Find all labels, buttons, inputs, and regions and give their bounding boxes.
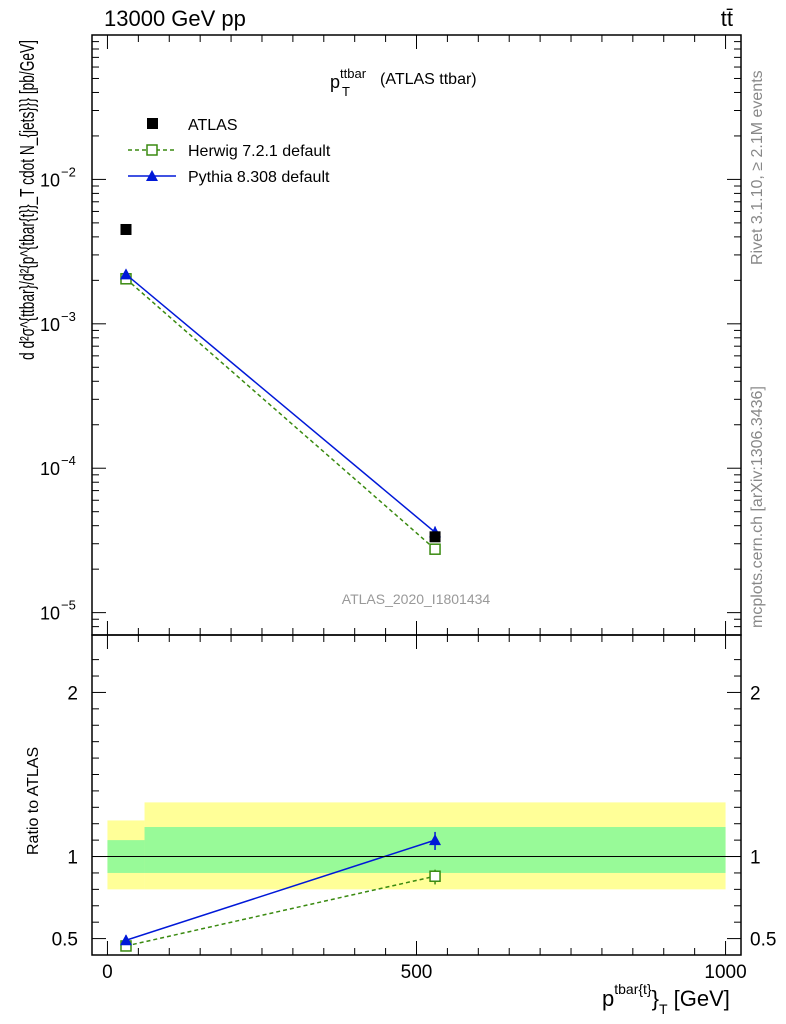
main-herwig-line (125, 278, 436, 550)
xlabel: ptbar{t}}T [GeV] (602, 981, 730, 1017)
main-ylabel-text: d d²σ^{ttbar}/d²{p^{tbar{t}}_T cdot N_{j… (17, 40, 39, 360)
ratio-ytick-label: 1 (67, 848, 78, 869)
ratio-pythia-point (429, 834, 442, 846)
main-data-layer (119, 223, 442, 555)
xlabel-base: p (602, 986, 614, 1011)
rivet-label: Rivet 3.1.10, ≥ 2.1M events (749, 70, 766, 265)
analysis-watermark: ATLAS_2020_I1801434 (342, 591, 491, 607)
ratio-herwig-line (125, 875, 436, 947)
xlabel-rest: [GeV] (668, 986, 730, 1011)
header-right: tt̄ (721, 6, 733, 31)
main-pythia-point (119, 268, 132, 280)
main-ytick-exponent: −5 (61, 598, 76, 613)
xlabel-sub: T (659, 1001, 668, 1017)
main-ytick-exponent: −3 (61, 309, 76, 324)
ratio-xtick-label: 1000 (704, 962, 746, 983)
main-ytick-exponent: −2 (61, 164, 76, 179)
ratio-pythia-point (119, 934, 132, 946)
main-ytick-exponent: −4 (61, 453, 76, 468)
ratio-xtick-label: 500 (401, 962, 433, 983)
main-title-sup: ttbar (340, 66, 367, 81)
main-pythia-line (125, 273, 436, 533)
legend-herwig-marker (146, 144, 158, 156)
main-title: pttbar (330, 66, 367, 92)
xlabel-sup: tbar{t} (614, 981, 652, 997)
mcplots-label: mcplots.cern.ch [arXiv:1306.3436] (749, 386, 766, 628)
ratio-panel-frame (91, 634, 742, 956)
main-ytick-label: 10 (40, 315, 60, 335)
main-title-rest: (ATLAS ttbar) (380, 71, 477, 88)
ratio-ylabel: Ratio to ATLAS (25, 747, 42, 855)
legend-atlas-marker (147, 118, 158, 129)
main-ytick-label: 10 (40, 170, 60, 190)
main-herwig-point (429, 543, 441, 555)
ratio-xtick-label: 0 (102, 962, 113, 983)
ratio-ytick-label-right: 1 (750, 848, 761, 869)
legend-pythia-marker (146, 170, 158, 181)
xlabel-tail: } (652, 986, 659, 1011)
ratio-ytick-label-right: 0.5 (750, 930, 776, 951)
ratio-ytick-label: 0.5 (52, 930, 78, 951)
main-atlas-point (429, 531, 441, 543)
ratio-ytick-label: 2 (67, 683, 78, 704)
main-title-base: p (330, 72, 340, 92)
main-title-sub: T (342, 84, 350, 99)
main-ytick-label: 10 (40, 604, 60, 624)
main-ylabel: d d²σ^{ttbar}/d²{p^{tbar{t}}_T cdot N_{j… (17, 40, 39, 360)
ratio-ytick-label-right: 2 (750, 683, 761, 704)
legend-pythia-label: Pythia 8.308 default (188, 169, 330, 186)
main-ytick-label: 10 (40, 459, 60, 479)
header-left: 13000 GeV pp (104, 6, 246, 31)
legend: ATLAS Herwig 7.2.1 default Pythia 8.308 … (128, 117, 331, 186)
ratio-herwig-point (429, 870, 441, 882)
main-atlas-point (120, 223, 132, 235)
legend-atlas-label: ATLAS (188, 117, 238, 134)
legend-herwig-label: Herwig 7.2.1 default (188, 143, 331, 160)
